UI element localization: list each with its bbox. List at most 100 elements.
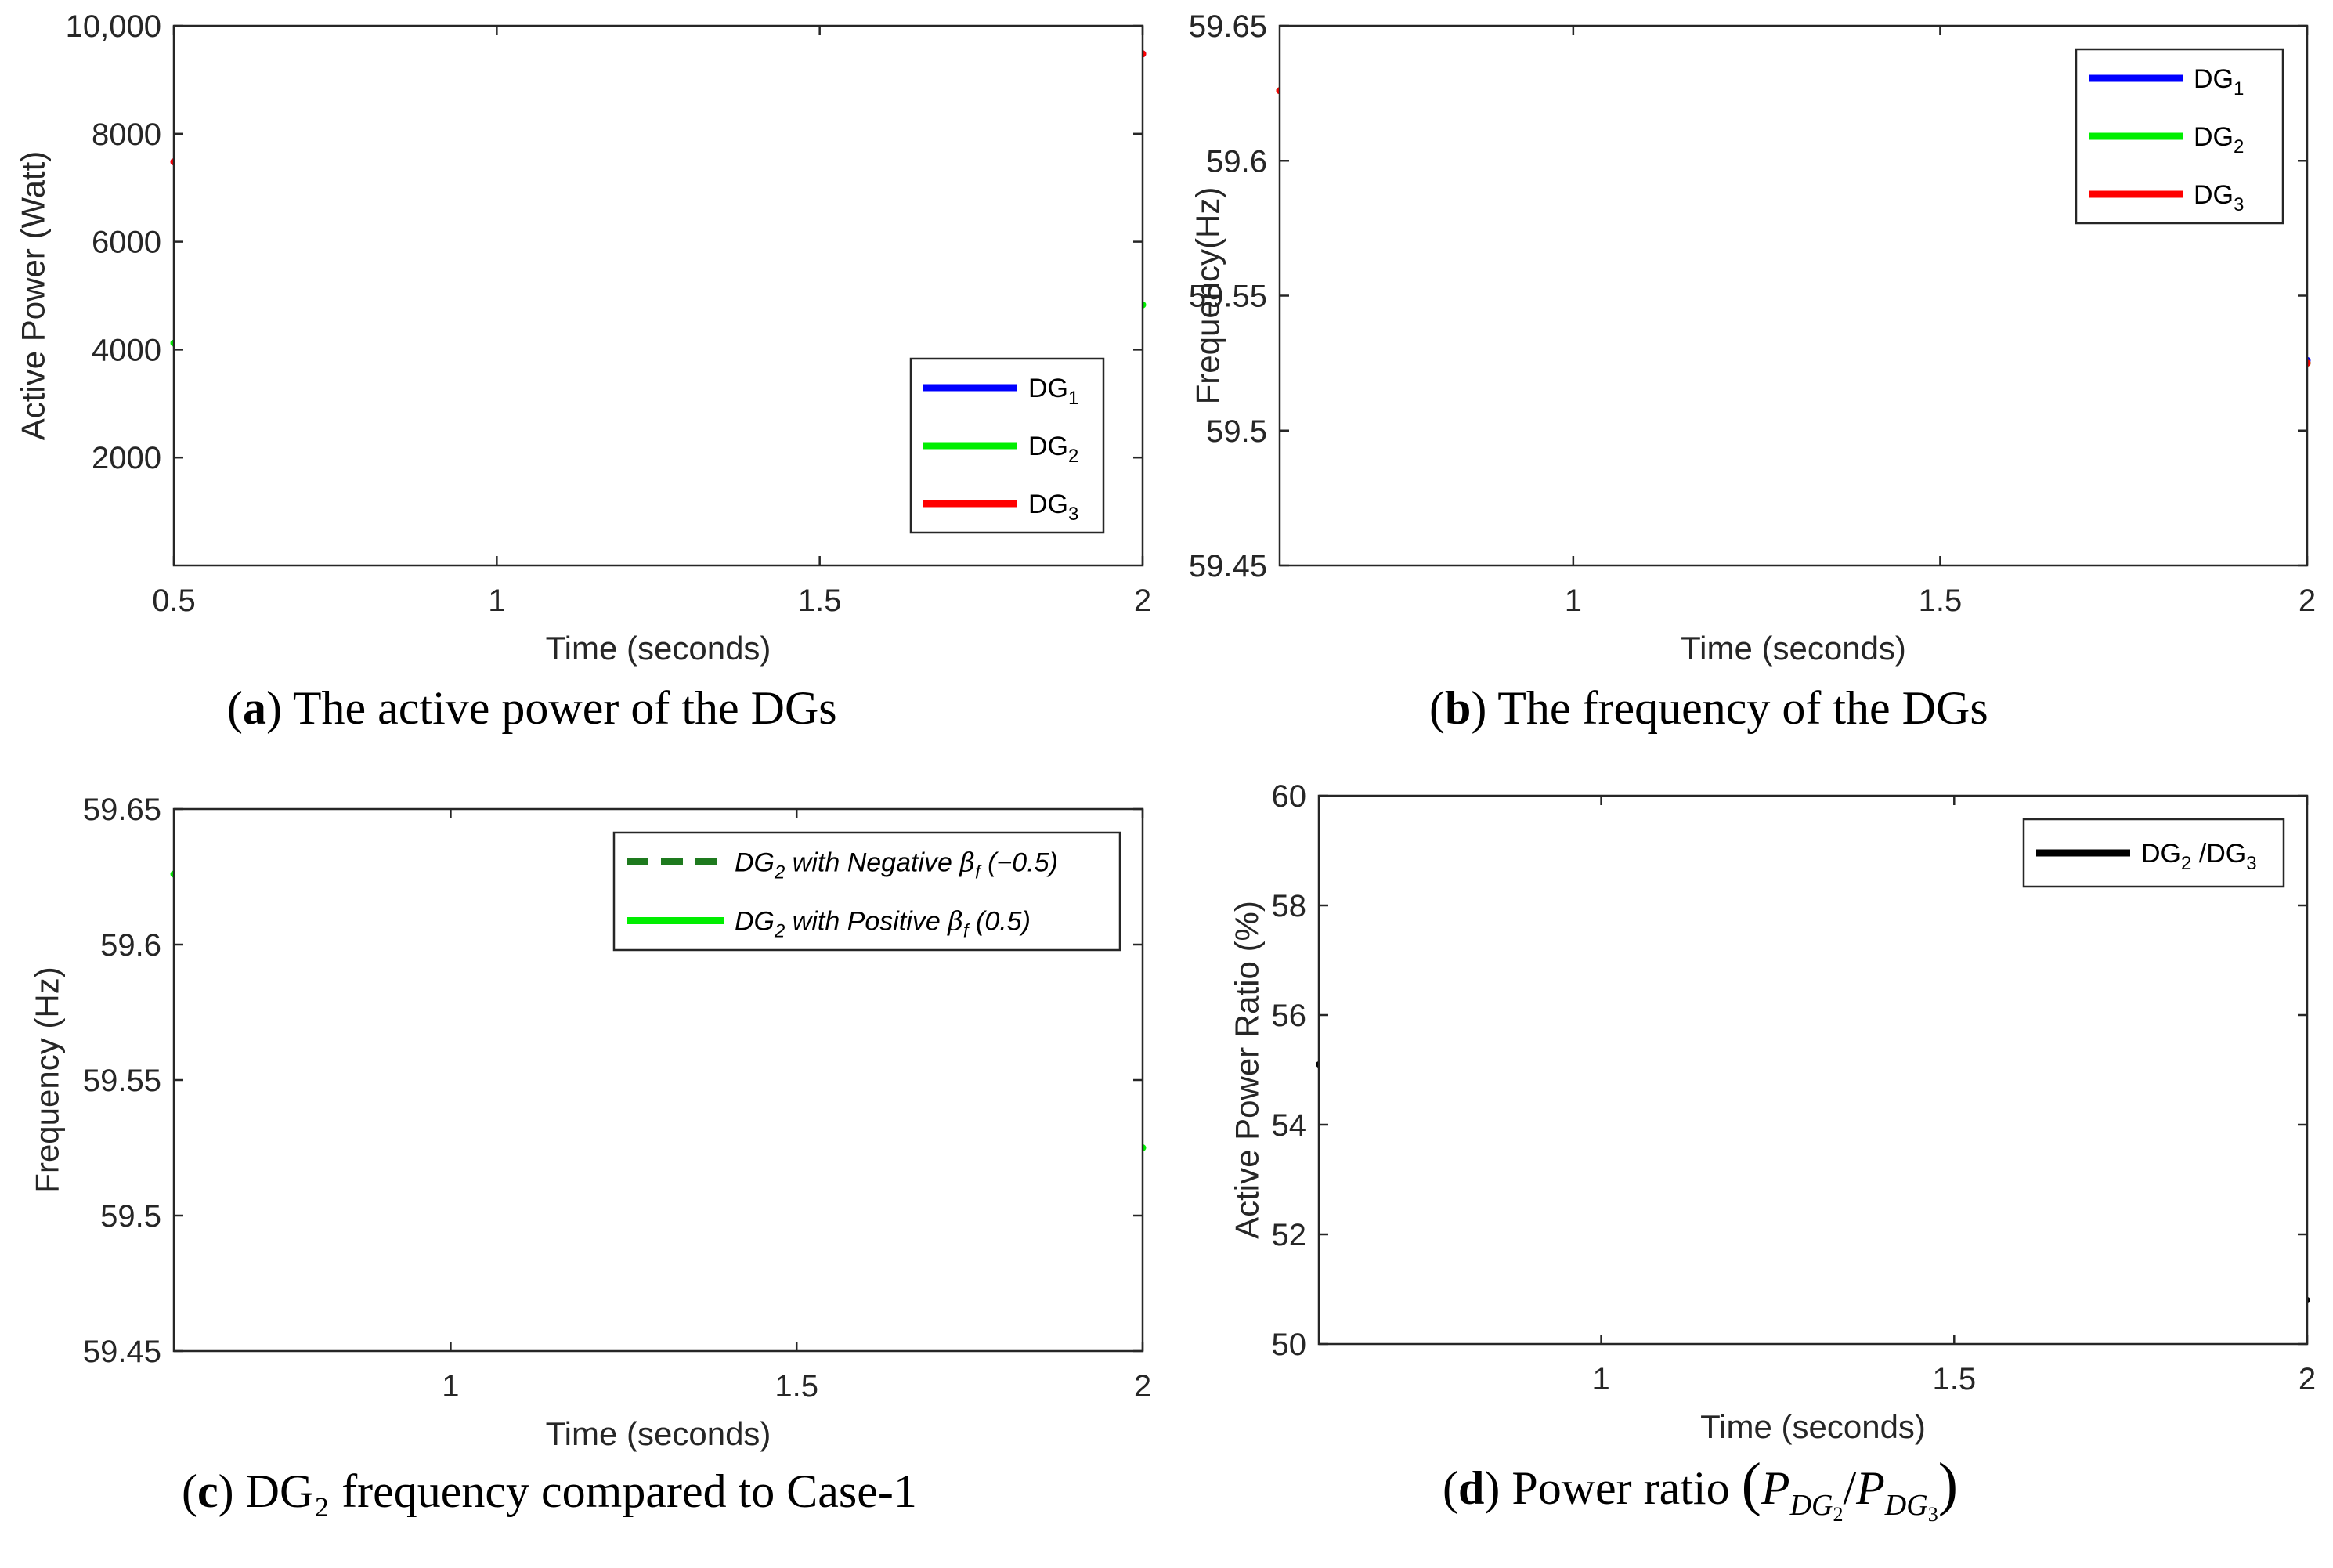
y-tick-label: 54 xyxy=(1272,1108,1307,1143)
caption-formula-paren: ) xyxy=(1938,1451,1958,1517)
y-tick-label: 59.65 xyxy=(83,793,161,827)
caption-paren: ) xyxy=(218,1465,234,1517)
x-tick-label: 2 xyxy=(2299,583,2316,618)
caption-text: The frequency of the DGs xyxy=(1486,682,1988,734)
y-tick-label: 6000 xyxy=(92,226,161,260)
caption-text: The active power of the DGs xyxy=(282,682,837,734)
legend-subscript: 2 xyxy=(1068,446,1078,467)
legend-subscript: 2 xyxy=(774,862,785,883)
legend-beta-subscript: f xyxy=(975,862,982,883)
y-tick-label: 59.55 xyxy=(83,1064,161,1098)
panel-d-power-ratio: 1 1.5 2 50 52 54 56 58 60 Time (seconds) Active Po… xyxy=(1229,779,2316,1526)
formula-subsub: 2 xyxy=(1833,1503,1843,1526)
legend-tail: (−0.5) xyxy=(981,848,1058,878)
legend-text: with Positive xyxy=(785,907,948,937)
legend-text: with Negative xyxy=(785,848,959,878)
y-tick-label: 60 xyxy=(1272,779,1307,814)
panel-b-frequency: 1 1.5 2 59.45 59.5 59.55 59.6 59.65 Time (second… xyxy=(1189,9,2316,734)
y-tick-label: 56 xyxy=(1272,999,1307,1033)
y-axis-label: Frequency(Hz) xyxy=(1190,187,1226,405)
y-tick-label: 4000 xyxy=(92,333,161,367)
panel-caption: (c) DG₂ frequency compared to Case-1 xyxy=(182,1465,917,1517)
formula-subsub: 3 xyxy=(1928,1503,1938,1526)
y-tick-label: 59.45 xyxy=(83,1335,161,1369)
x-tick-label: 1.5 xyxy=(1919,583,1963,618)
caption-paren: ( xyxy=(182,1465,197,1517)
legend-name: DG xyxy=(735,907,775,937)
legend-label-2: DG2 xyxy=(1028,432,1078,467)
y-tick-label: 8000 xyxy=(92,117,161,152)
legend-label-1: DG1 xyxy=(2194,64,2244,99)
caption-text: DG₂ frequency compared to Case-1 xyxy=(234,1465,917,1517)
caption-paren: ) xyxy=(1484,1462,1500,1514)
x-axis-label: Time (seconds) xyxy=(1700,1408,1926,1445)
legend-label-1: DG2 with Negative βf (−0.5) xyxy=(735,847,1058,883)
legend-label-1: DG2 /DG3 xyxy=(2141,839,2257,874)
caption-letter: a xyxy=(243,682,266,734)
legend-subscript: 1 xyxy=(2234,78,2244,99)
y-tick-label: 50 xyxy=(1272,1328,1307,1362)
legend-subscript: 2 xyxy=(2181,853,2191,874)
legend-label-2: DG2 xyxy=(2194,122,2244,157)
x-tick-label: 1.5 xyxy=(775,1369,818,1404)
y-tick-label: 10,000 xyxy=(66,9,161,44)
y-tick-label: 59.6 xyxy=(100,928,161,963)
panel-caption: (a) The active power of the DGs xyxy=(227,682,837,734)
x-tick-label: 2 xyxy=(1134,1369,1151,1404)
y-tick-label: 59.5 xyxy=(100,1199,161,1234)
x-tick-label: 2 xyxy=(1134,583,1151,618)
legend-name: DG xyxy=(1028,432,1068,461)
legend-subscript: 2 xyxy=(774,921,785,942)
legend-name: DG xyxy=(2194,64,2234,94)
legend-name: DG xyxy=(2141,839,2181,869)
caption-paren: ) xyxy=(266,682,282,734)
legend-label-1: DG1 xyxy=(1028,374,1078,409)
caption-paren: ) xyxy=(1471,682,1486,734)
x-tick-label: 1 xyxy=(488,583,505,618)
legend-box xyxy=(612,831,1121,952)
y-tick-label: 59.45 xyxy=(1189,549,1267,583)
y-tick-label: 59.65 xyxy=(1189,9,1267,44)
x-tick-label: 2 xyxy=(2299,1362,2316,1396)
panel-c-dg2-frequency-comparison: 1 1.5 2 59.45 59.5 59.55 59.6 59.65 Time (second… xyxy=(29,793,1151,1517)
legend-beta-subscript: f xyxy=(963,921,970,942)
formula-sub: DG xyxy=(1789,1489,1833,1522)
legend-name: DG xyxy=(2194,122,2234,152)
x-tick-label: 1 xyxy=(1565,583,1582,618)
legend-subscript: 3 xyxy=(1068,504,1078,525)
legend-label-3: DG3 xyxy=(1028,490,1078,525)
y-tick-label: 59.55 xyxy=(1189,280,1267,314)
legend-name: DG xyxy=(735,848,775,878)
legend-name: DG xyxy=(2194,180,2234,210)
x-tick-label: 1.5 xyxy=(798,583,842,618)
y-tick-label: 2000 xyxy=(92,441,161,475)
x-axis-label: Time (seconds) xyxy=(546,1415,771,1452)
y-tick-label: 52 xyxy=(1272,1218,1307,1252)
caption-paren: ( xyxy=(1429,682,1445,734)
legend-label-2: DG2 with Positive βf (0.5) xyxy=(735,906,1031,942)
legend-beta: β xyxy=(958,847,975,879)
formula-sub: DG xyxy=(1884,1489,1928,1522)
x-tick-label: 1.5 xyxy=(1932,1362,1976,1396)
formula-p: P xyxy=(1761,1462,1790,1514)
legend-beta: β xyxy=(946,906,963,938)
x-tick-label: 1 xyxy=(442,1369,459,1404)
caption-letter: b xyxy=(1445,682,1471,734)
panel-caption: (d) Power ratio (PDG2/PDG3) xyxy=(1443,1451,1958,1526)
y-tick-label: 59.6 xyxy=(1206,144,1267,179)
legend-name: DG xyxy=(1028,374,1068,403)
legend-tail: (0.5) xyxy=(969,907,1031,937)
legend-subscript: 1 xyxy=(1068,388,1078,409)
legend-subscript-2: 3 xyxy=(2246,853,2256,874)
caption-paren: ( xyxy=(227,682,243,734)
y-tick-label: 59.5 xyxy=(1206,414,1267,449)
legend-name: DG xyxy=(1028,490,1068,519)
panel-a-active-power: 0.5 1 1.5 2 2000 4000 6000 8000 10,000 Time (seco… xyxy=(15,9,1151,734)
x-axis-label: Time (seconds) xyxy=(1681,630,1906,667)
legend-label-3: DG3 xyxy=(2194,180,2244,215)
y-axis-label: Active Power Ratio (%) xyxy=(1229,901,1266,1239)
x-tick-label: 1 xyxy=(1592,1362,1609,1396)
panel-caption: (b) The frequency of the DGs xyxy=(1429,682,1988,734)
formula-slash: / xyxy=(1843,1462,1856,1514)
